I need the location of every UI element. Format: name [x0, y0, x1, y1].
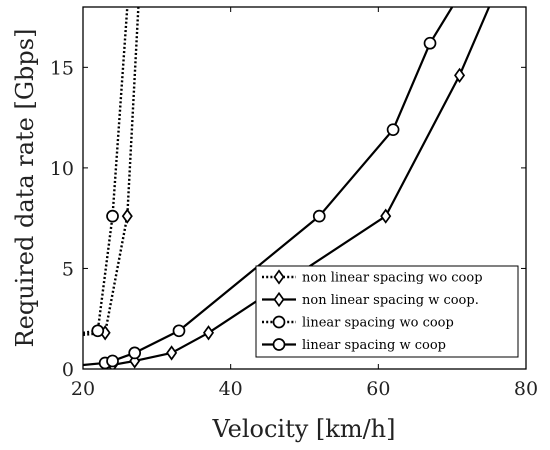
data-point [386, 123, 400, 137]
data-point [121, 208, 133, 224]
legend-marker [273, 291, 285, 308]
series-line [83, 7, 140, 337]
x-tick-label: 20 [71, 378, 95, 400]
y-tick-label: 0 [62, 359, 74, 381]
legend-label: non linear spacing wo coop [302, 271, 483, 286]
legend-box [255, 265, 519, 358]
data-point [312, 209, 326, 223]
x-tick-label: 40 [219, 378, 243, 400]
data-point [91, 324, 105, 338]
data-point [106, 354, 119, 368]
legend-marker [272, 338, 286, 351]
x-axis-label: Velocity [km/h] [212, 415, 396, 443]
y-tick-label: 10 [50, 158, 74, 180]
ticks-layer: 20 40 60 80 0 5 10 15 [50, 7, 538, 400]
plot-frame [82, 6, 527, 370]
legend-label: non linear spacing w coop. [302, 293, 479, 308]
data-point [128, 346, 142, 360]
legend-entry: non linear spacing wo coop [262, 269, 483, 286]
x-tick-label: 80 [514, 378, 538, 400]
data-point [106, 209, 119, 223]
data-point [129, 353, 141, 369]
data-point [454, 67, 466, 84]
y-tick-label: 15 [50, 57, 74, 79]
y-tick-label: 5 [62, 258, 74, 280]
series-3 [83, 7, 129, 338]
data-point [172, 324, 186, 338]
y-axis-label: Required data rate [Gbps] [11, 29, 39, 348]
legend-marker [272, 315, 286, 329]
legend-marker [273, 269, 285, 285]
series-1 [83, 7, 140, 341]
series-layer [83, 7, 491, 369]
legend-entry: linear spacing wo coop [262, 316, 454, 331]
data-point [380, 208, 392, 224]
series-4 [83, 7, 454, 369]
series-line [83, 7, 129, 334]
legend-entry: non linear spacing w coop. [262, 291, 479, 308]
data-point [203, 325, 215, 341]
x-tick-label: 60 [366, 378, 390, 400]
legend-entry: linear spacing w coop [262, 338, 446, 353]
legend-label: linear spacing wo coop [302, 316, 454, 331]
legend-label: linear spacing w coop [302, 338, 446, 353]
legend: non linear spacing wo coop non linear spa… [255, 265, 519, 358]
series-2 [107, 7, 491, 369]
data-point [423, 36, 437, 50]
data-point [166, 345, 178, 361]
